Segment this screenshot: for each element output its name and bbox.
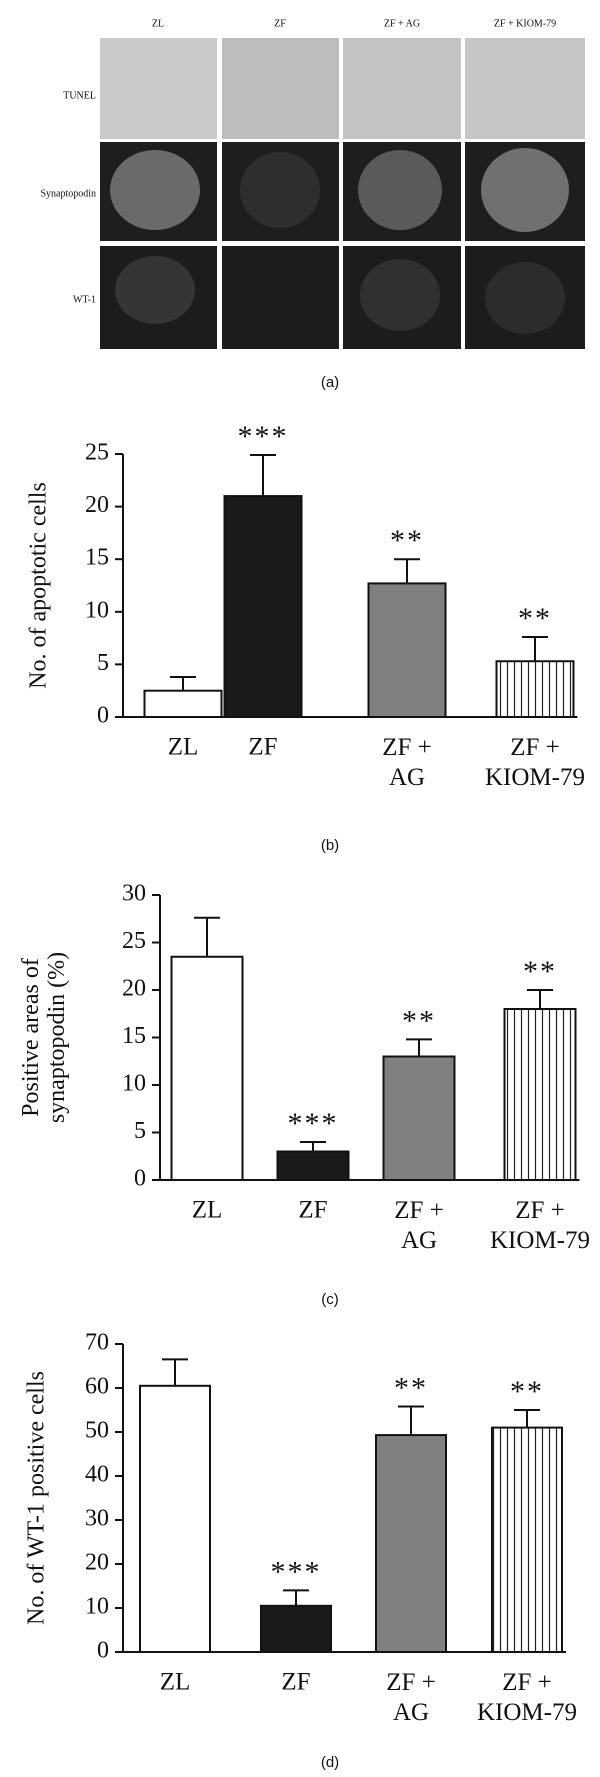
y-axis-label: Positive areas ofsynaptopodin (%) [18, 952, 70, 1123]
micrograph [485, 262, 565, 334]
y-tick-label: 25 [122, 928, 146, 954]
significance: *** [288, 1107, 339, 1140]
y-tick-label: 15 [122, 1023, 146, 1049]
micrograph [481, 148, 569, 232]
bar [491, 1426, 563, 1653]
bar [375, 1434, 447, 1653]
x-tick-label: ZF [281, 1669, 310, 1696]
row-label: TUNEL [63, 90, 96, 101]
micrograph [110, 150, 200, 230]
bar [276, 1150, 350, 1181]
significance: ** [390, 524, 424, 557]
x-tick-label: ZL [160, 1669, 191, 1696]
y-tick-label: 10 [122, 1071, 146, 1097]
micrographs [100, 38, 585, 349]
bar [260, 1604, 332, 1654]
bar [170, 955, 244, 1181]
row-label: WT-1 [73, 294, 96, 305]
column-label: ZF + KIOM-79 [494, 18, 556, 29]
column-label: ZF + AG [384, 18, 420, 29]
y-tick-label: 20 [122, 976, 146, 1002]
y-tick-label: 5 [97, 650, 109, 676]
x-tick-label: ZF + AG [394, 1197, 444, 1254]
micrograph [222, 38, 339, 139]
micrograph [100, 38, 217, 139]
column-label: ZF [274, 18, 286, 29]
y-tick-label: 0 [97, 703, 109, 729]
y-tick-label: 50 [85, 1418, 109, 1444]
x-tick-label: ZF + AG [382, 734, 432, 791]
micrograph [115, 256, 195, 324]
significance: *** [271, 1555, 322, 1588]
panel-label: (b) [321, 837, 339, 854]
y-axis-label: No. of apoptotic cells [26, 482, 52, 689]
x-tick-label: ZF [298, 1197, 327, 1224]
bar [382, 1055, 456, 1181]
significance: ** [518, 602, 552, 635]
row-label: Synaptopodin [40, 188, 96, 199]
significance: ** [523, 955, 557, 988]
panel-label: (c) [321, 1291, 339, 1308]
bar [139, 1384, 211, 1654]
y-tick-label: 5 [134, 1118, 146, 1144]
y-tick-label: 20 [85, 1550, 109, 1576]
x-tick-label: ZF + AG [386, 1669, 436, 1726]
significance: ** [510, 1375, 544, 1408]
bar [367, 582, 447, 718]
y-tick-label: 25 [85, 440, 109, 466]
micrograph [222, 246, 339, 349]
column-label: ZL [152, 18, 164, 29]
y-tick-label: 10 [85, 597, 109, 623]
y-tick-label: 70 [85, 1330, 109, 1356]
y-tick-label: 15 [85, 545, 109, 571]
x-tick-label: ZL [168, 734, 199, 761]
panel-label: (d) [321, 1754, 339, 1771]
x-tick-label: ZF [248, 734, 277, 761]
y-tick-label: 10 [85, 1594, 109, 1620]
x-tick-label: ZF + KIOM-79 [485, 734, 585, 791]
y-tick-label: 0 [97, 1638, 109, 1664]
y-axis-label: No. of WT-1 positive cells [24, 1371, 50, 1625]
x-tick-label: ZF + KIOM-79 [490, 1197, 590, 1254]
x-tick-label: ZF + KIOM-79 [477, 1669, 577, 1726]
bar [223, 495, 303, 718]
bar [143, 689, 223, 719]
y-tick-label: 40 [85, 1462, 109, 1488]
micrograph [465, 38, 585, 139]
y-tick-label: 30 [122, 881, 146, 907]
y-tick-label: 0 [134, 1166, 146, 1192]
bar [503, 1008, 577, 1181]
micrograph [360, 259, 440, 331]
y-tick-label: 60 [85, 1374, 109, 1400]
micrograph [343, 38, 461, 139]
panel-label: (a) [321, 374, 339, 391]
y-tick-label: 30 [85, 1506, 109, 1532]
significance: ** [402, 1004, 436, 1037]
significance: ** [394, 1371, 428, 1404]
micrograph [358, 150, 442, 230]
x-tick-label: ZL [192, 1197, 223, 1224]
significance: *** [238, 420, 289, 453]
micrograph [240, 152, 320, 228]
y-tick-label: 20 [85, 492, 109, 518]
bar [495, 660, 575, 719]
